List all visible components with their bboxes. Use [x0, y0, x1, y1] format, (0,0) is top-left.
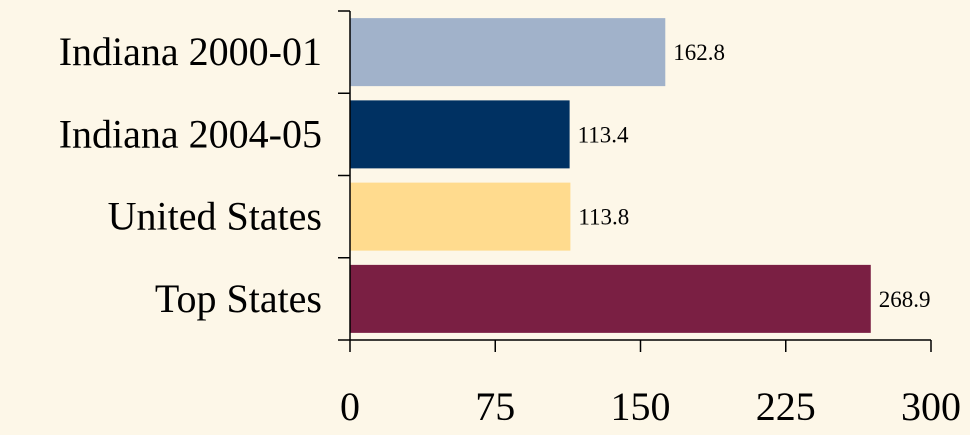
value-tick-label-1: 75	[475, 384, 515, 429]
axes-layer: 0 75 150 225 300	[338, 10, 961, 429]
value-tick-label-0: 0	[340, 384, 360, 429]
value-label-3: 268.9	[879, 287, 931, 312]
value-labels-layer: 162.8 113.4 113.8 268.9	[578, 40, 931, 312]
bar-1	[350, 100, 570, 169]
value-label-1: 113.4	[578, 122, 629, 147]
category-label-2: United States	[108, 194, 322, 239]
value-tick-label-4: 300	[901, 384, 961, 429]
value-label-0: 162.8	[673, 40, 725, 65]
category-labels-layer: Indiana 2000-01 Indiana 2004-05 United Sta…	[59, 29, 322, 321]
bars-layer	[350, 18, 871, 333]
value-tick-label-3: 225	[756, 384, 816, 429]
bar-0	[350, 18, 666, 87]
category-label-3: Top States	[155, 276, 322, 321]
category-label-1: Indiana 2004-05	[59, 111, 322, 156]
category-label-0: Indiana 2000-01	[59, 29, 322, 74]
value-label-2: 113.8	[578, 205, 629, 230]
value-tick-label-2: 150	[611, 384, 671, 429]
bar-3	[350, 264, 871, 333]
bar-2	[350, 182, 571, 251]
